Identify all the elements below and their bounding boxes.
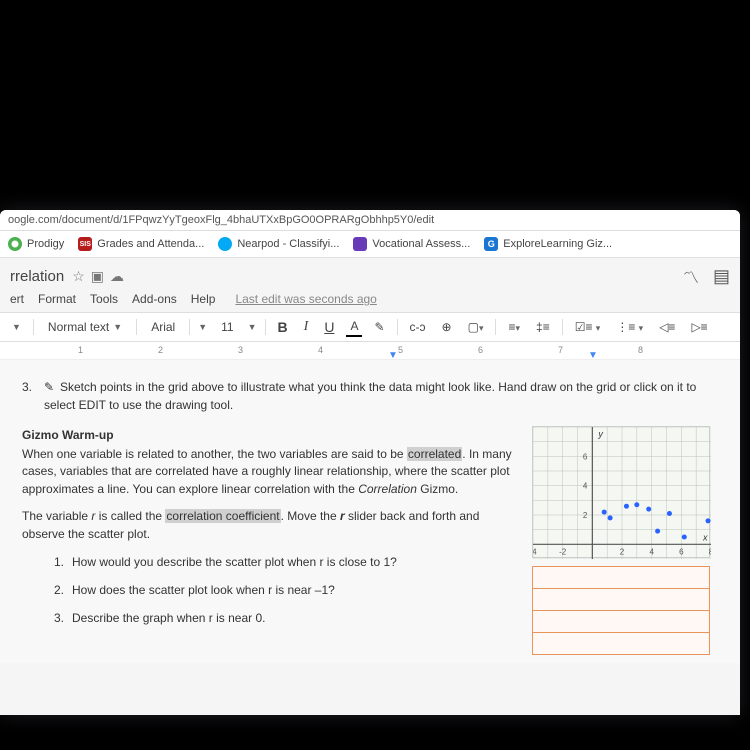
answer-table[interactable]: [532, 566, 710, 655]
svg-text:6: 6: [583, 452, 588, 461]
move-icon[interactable]: ▣: [91, 268, 104, 285]
answer-cell[interactable]: [533, 589, 710, 611]
bookmark-grades[interactable]: SIS Grades and Attenda...: [78, 237, 204, 251]
ruler[interactable]: 1 2 3 4 ▼ 5 6 7 ▼ 8: [0, 342, 740, 360]
indent-button[interactable]: ▷≡: [687, 318, 711, 336]
bookmarks-bar: Prodigy SIS Grades and Attenda... Nearpod…: [0, 231, 740, 258]
indent-marker-right[interactable]: ▼: [588, 350, 598, 361]
highlight-correlated: correlated: [407, 447, 462, 461]
screen: oogle.com/document/d/1FPqwzYyTgeoxFlg_4b…: [0, 210, 740, 715]
italic-button[interactable]: I: [300, 317, 313, 337]
svg-text:2: 2: [620, 547, 625, 556]
star-icon[interactable]: ☆: [72, 268, 85, 285]
line-spacing-button[interactable]: ‡≡: [532, 318, 554, 336]
doc-title[interactable]: rrelation: [10, 268, 64, 285]
font-size[interactable]: 11: [215, 318, 239, 336]
align-button[interactable]: ≡▾: [504, 318, 524, 336]
svg-text:8: 8: [709, 547, 711, 556]
font-select[interactable]: Arial: [145, 318, 181, 336]
image-button[interactable]: ▢▾: [464, 318, 488, 336]
svg-text:4: 4: [649, 547, 654, 556]
last-edit[interactable]: Last edit was seconds ago: [235, 292, 376, 306]
svg-text:4: 4: [583, 482, 588, 491]
svg-text:x: x: [702, 532, 708, 542]
menu-help[interactable]: Help: [191, 292, 216, 306]
answer-cell[interactable]: [533, 633, 710, 655]
pencil-icon: ✎: [44, 378, 56, 396]
comment-icon[interactable]: ▤: [713, 266, 730, 287]
doc-header: rrelation ☆ ▣ ☁ 〽 ▤: [0, 258, 740, 290]
comment-button[interactable]: ⊕: [438, 318, 456, 336]
bookmark-label: Nearpod - Classifyi...: [237, 238, 339, 250]
list-icon: [353, 237, 367, 251]
svg-text:2: 2: [583, 511, 588, 520]
svg-text:6: 6: [679, 547, 684, 556]
g-icon: G: [484, 237, 498, 251]
toolbar: ▼ Normal text ▼ Arial ▼ 11 ▼ B I U A ✎ c…: [0, 312, 740, 342]
bold-button[interactable]: B: [274, 317, 292, 337]
font-dropdown[interactable]: ▼: [198, 322, 207, 332]
indent-marker[interactable]: ▼: [388, 350, 398, 361]
sub-question-1: 1.How would you describe the scatter plo…: [54, 553, 516, 571]
cloud-icon[interactable]: ☁: [110, 268, 124, 285]
bookmark-label: Vocational Assess...: [372, 238, 470, 250]
paragraph-1: When one variable is related to another,…: [22, 446, 516, 498]
warmup-heading: Gizmo Warm-up: [22, 426, 516, 444]
style-select[interactable]: Normal text ▼: [42, 318, 128, 336]
bookmark-label: Prodigy: [27, 238, 64, 250]
menu-format[interactable]: Format: [38, 292, 76, 306]
more-button[interactable]: ▼: [8, 320, 25, 334]
nearpod-icon: [218, 237, 232, 251]
trend-icon[interactable]: 〽: [683, 264, 699, 288]
svg-text:-4: -4: [533, 547, 537, 556]
url-bar: oogle.com/document/d/1FPqwzYyTgeoxFlg_4b…: [0, 210, 740, 231]
svg-text:-2: -2: [559, 547, 567, 556]
underline-button[interactable]: U: [320, 317, 338, 337]
menu-insert[interactable]: ert: [10, 292, 24, 306]
menu-bar: ert Format Tools Add-ons Help Last edit …: [0, 290, 740, 312]
answer-cell[interactable]: [533, 611, 710, 633]
question-number: 3.: [22, 378, 36, 414]
answer-cell[interactable]: [533, 567, 710, 589]
sub-question-2: 2.How does the scatter plot look when r …: [54, 581, 516, 599]
sis-icon: SIS: [78, 237, 92, 251]
outdent-button[interactable]: ◁≡: [655, 318, 679, 336]
bookmark-label: ExploreLearning Giz...: [503, 238, 612, 250]
size-dropdown[interactable]: ▼: [248, 322, 257, 332]
checklist-button[interactable]: ☑≡ ▾: [571, 318, 605, 336]
question-3: 3. ✎Sketch points in the grid above to i…: [22, 378, 712, 414]
scatter-chart[interactable]: -4 -2 2 4 6 8 2 4 6 y x: [532, 426, 710, 558]
bookmark-nearpod[interactable]: Nearpod - Classifyi...: [218, 237, 339, 251]
paragraph-2: The variable r is called the correlation…: [22, 508, 516, 543]
bookmark-vocational[interactable]: Vocational Assess...: [353, 237, 470, 251]
text-color-button[interactable]: A: [346, 317, 362, 337]
sub-question-3: 3.Describe the graph when r is near 0.: [54, 609, 516, 627]
link-button[interactable]: c-ɔ: [406, 318, 430, 336]
highlight-button[interactable]: ✎: [370, 318, 388, 336]
bookmark-explore[interactable]: G ExploreLearning Giz...: [484, 237, 612, 251]
bookmark-label: Grades and Attenda...: [97, 238, 204, 250]
bookmark-prodigy[interactable]: Prodigy: [8, 237, 64, 251]
svg-text:y: y: [597, 429, 603, 439]
prodigy-icon: [8, 237, 22, 251]
menu-addons[interactable]: Add-ons: [132, 292, 177, 306]
menu-tools[interactable]: Tools: [90, 292, 118, 306]
document-content[interactable]: 3. ✎Sketch points in the grid above to i…: [0, 360, 740, 663]
question-text: ✎Sketch points in the grid above to illu…: [44, 378, 712, 414]
highlight-coefficient: correlation coefficient: [165, 509, 280, 523]
bullet-list-button[interactable]: ⋮≡ ▾: [612, 318, 647, 336]
